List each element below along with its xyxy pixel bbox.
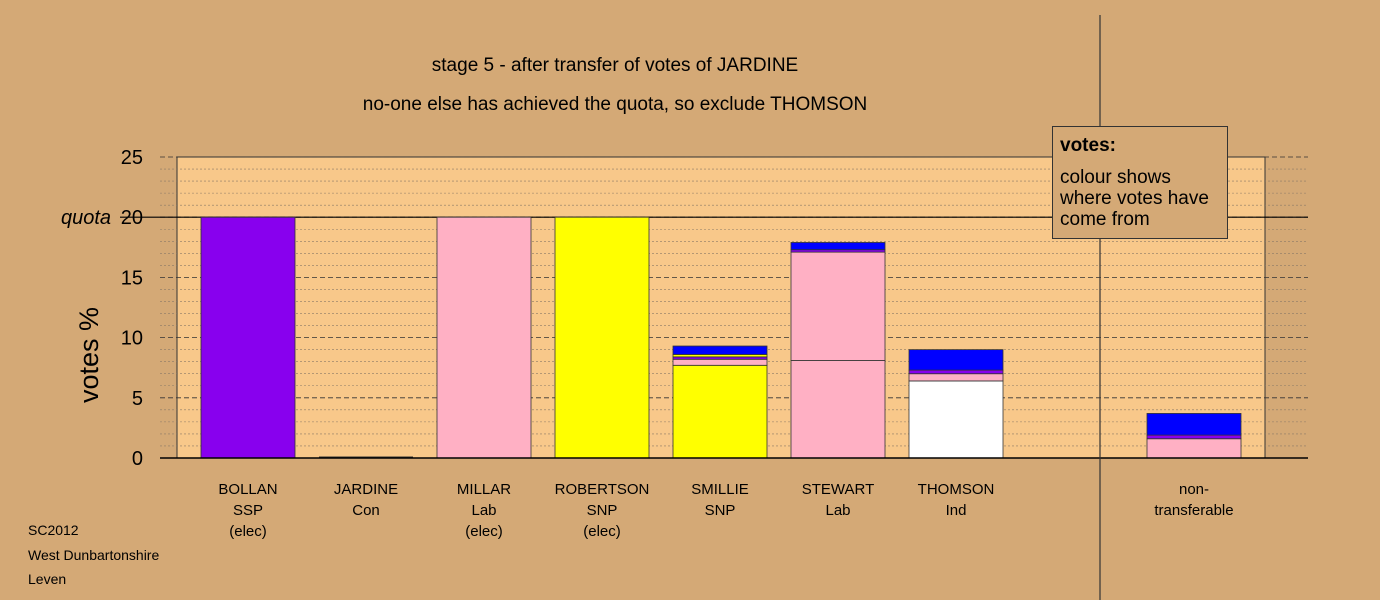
bar-stewart-segment-con: [790, 242, 886, 251]
candidate-name-label: SMILLIE: [691, 481, 749, 498]
candidate-name-label: ROBERTSON: [555, 481, 650, 498]
footer-ward: Leven: [28, 571, 67, 587]
party-label: Ind: [946, 502, 967, 519]
y-tick-label: 5: [132, 388, 143, 410]
candidate-name-label: MILLAR: [457, 481, 511, 498]
candidate-name-label: BOLLAN: [218, 481, 277, 498]
candidate-name-label: THOMSON: [918, 481, 995, 498]
candidate-name-label: STEWART: [802, 481, 875, 498]
party-label: SSP: [233, 502, 263, 519]
elected-status-label: (elec): [583, 523, 621, 540]
quota-label: quota: [61, 207, 111, 229]
y-tick-label: 25: [121, 147, 143, 169]
footer-election: SC2012: [28, 522, 79, 538]
bar-smillie-segment-snp: [672, 364, 768, 459]
y-tick-label: 20: [121, 207, 143, 229]
bar-non-transferable-segment-lab: [1146, 438, 1242, 459]
y-tick-label: 0: [132, 448, 143, 470]
party-label: SNP: [587, 502, 618, 519]
legend-text: colour shows where votes have come from: [1060, 167, 1209, 230]
bar-non-transferable-segment-con: [1146, 413, 1242, 436]
bar-smillie-segment-lab: [672, 358, 768, 366]
candidate-name-label: JARDINE: [334, 481, 398, 498]
bar-smillie-segment-con: [672, 345, 768, 355]
y-tick-label: 15: [121, 267, 143, 289]
non-transferable-label: transferable: [1154, 502, 1233, 519]
bar-millar-segment-lab: [436, 216, 532, 459]
legend-box: votes: colour shows where votes have com…: [1052, 126, 1228, 239]
bar-thomson-segment-con: [908, 349, 1004, 371]
y-tick-label: 10: [121, 328, 143, 350]
footer-council: West Dunbartonshire: [28, 547, 160, 563]
party-label: Con: [352, 502, 380, 519]
elected-status-label: (elec): [465, 523, 503, 540]
chart-subtitle: no-one else has achieved the quota, so e…: [362, 94, 868, 115]
bar-stewart-segment-lab: [790, 251, 886, 361]
bar-thomson-segment-lab: [908, 373, 1004, 382]
legend-title: votes:: [1060, 135, 1116, 156]
chart-title: stage 5 - after transfer of votes of JAR…: [431, 55, 799, 76]
bar-stewart-segment-lab: [790, 360, 886, 459]
party-label: Lab: [825, 502, 850, 519]
elected-status-label: (elec): [229, 523, 267, 540]
bar-thomson-segment-ssp: [908, 369, 1004, 375]
bar-non-transferable-segment-ssp: [1146, 434, 1242, 440]
bar-bollan-segment-ssp: [200, 216, 296, 459]
bar-robertson-segment-snp: [554, 216, 650, 459]
non-transferable-label: non-: [1179, 481, 1209, 498]
bar-thomson-segment-ind: [908, 380, 1004, 459]
party-label: Lab: [471, 502, 496, 519]
party-label: SNP: [705, 502, 736, 519]
y-axis-label: votes %: [74, 307, 104, 403]
